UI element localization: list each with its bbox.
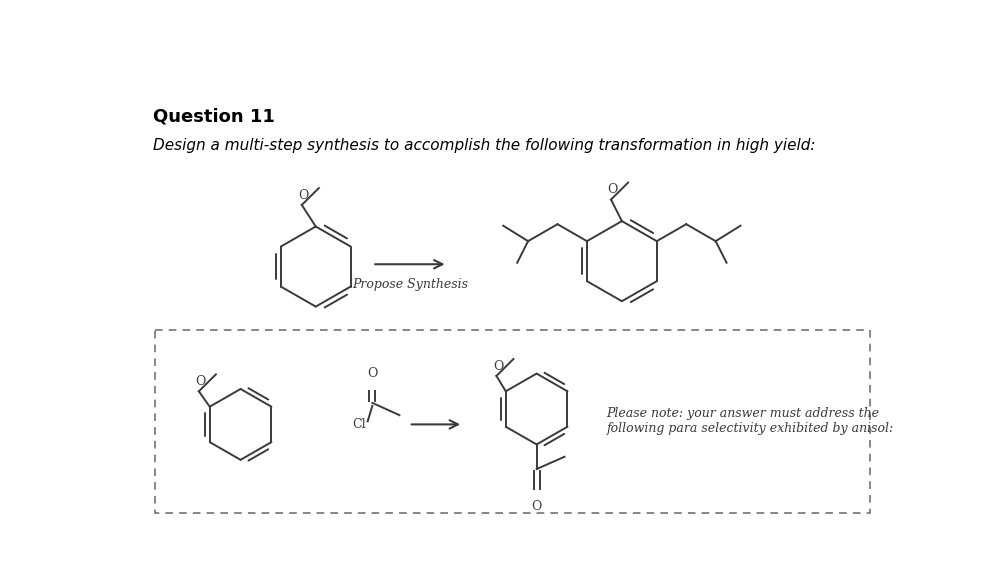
Bar — [155, 331, 870, 513]
Text: O: O — [195, 375, 205, 388]
Text: Propose Synthesis: Propose Synthesis — [351, 278, 468, 291]
Text: O: O — [298, 189, 308, 202]
Text: O: O — [368, 367, 378, 380]
Text: O: O — [532, 500, 542, 513]
Text: O: O — [607, 184, 617, 197]
Text: Please note: your answer must address the
following para selectivity exhibited b: Please note: your answer must address th… — [606, 407, 893, 435]
Text: Question 11: Question 11 — [153, 107, 275, 125]
Text: Design a multi-step synthesis to accomplish the following transformation in high: Design a multi-step synthesis to accompl… — [153, 138, 816, 153]
Text: O: O — [492, 360, 504, 373]
Text: Cl: Cl — [352, 418, 367, 431]
